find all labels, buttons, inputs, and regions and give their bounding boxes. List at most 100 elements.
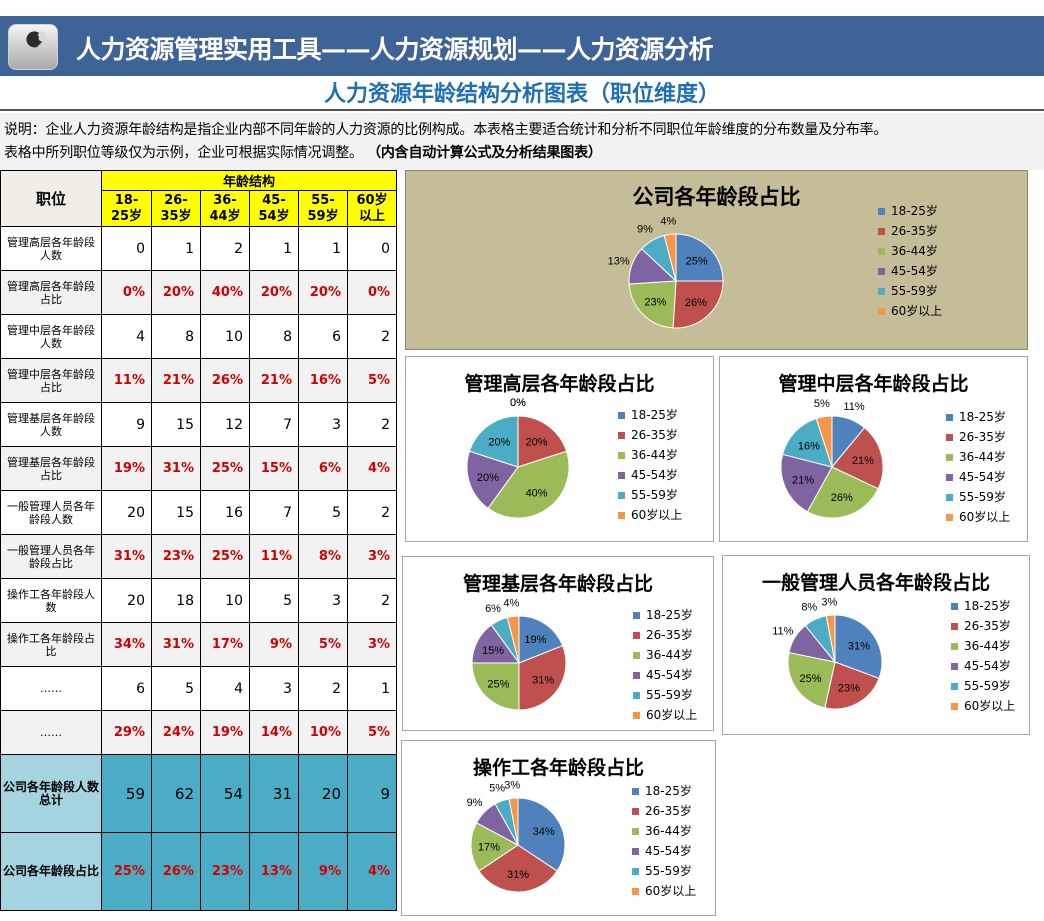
- row-label: 管理基层各年龄段人数: [0, 402, 102, 447]
- legend-item: 45-54岁: [633, 665, 697, 685]
- percent-cell: 26%: [151, 832, 201, 911]
- legend-item: 45-54岁: [632, 841, 696, 861]
- percent-cell: 5%: [346, 358, 398, 403]
- count-cell: 59: [101, 754, 152, 833]
- table-row: 操作工各年龄段人数 20 18 10 5 3 2: [0, 578, 398, 623]
- percent-cell: 31%: [151, 446, 201, 491]
- legend-swatch: [633, 611, 640, 619]
- legend-swatch: [632, 887, 639, 895]
- middle-mgmt-pie-panel: 管理中层各年龄段占比 11% 21% 26% 21% 16% 5% 18-25岁 26-35岁 3…: [719, 356, 1028, 542]
- legend-label: 26-35岁: [631, 428, 678, 442]
- legend-label: 45-54岁: [964, 659, 1011, 673]
- slice-label: 20%: [526, 436, 548, 448]
- count-cell: 20: [298, 754, 348, 833]
- percent-cell: 6%: [298, 446, 348, 491]
- legend-item: 18-25岁: [946, 407, 1010, 427]
- pie-chart: 34% 31% 17% 9% 5% 3%: [467, 779, 566, 893]
- count-cell: 10: [200, 578, 250, 623]
- table-row: 公司各年龄段人数总计 59 62 54 31 20 9: [0, 754, 398, 833]
- row-label: 管理高层各年龄段占比: [0, 270, 102, 315]
- table-row: 管理高层各年龄段占比 0% 20% 40% 20% 20% 0%: [0, 270, 398, 315]
- slice-label: 34%: [533, 826, 555, 838]
- pie-slice: [781, 417, 833, 468]
- legend-swatch: [951, 682, 958, 690]
- pie-slice: [518, 645, 567, 711]
- slice-label: 13%: [608, 255, 630, 267]
- percent-cell: 11%: [249, 534, 299, 579]
- slice-label: 40%: [526, 488, 548, 500]
- legend-label: 18-25岁: [631, 408, 678, 422]
- count-cell: 4: [101, 314, 152, 359]
- percent-cell: 29%: [101, 710, 152, 755]
- percent-cell: 31%: [101, 534, 152, 579]
- count-cell: 2: [346, 578, 398, 623]
- slice-label: 23%: [838, 683, 860, 695]
- row-label: 管理中层各年龄段占比: [0, 358, 102, 403]
- percent-cell: 14%: [249, 710, 299, 755]
- slice-label: 31%: [848, 640, 870, 652]
- legend-item: 55-59岁: [951, 676, 1015, 696]
- legend-label: 18-25岁: [959, 410, 1006, 424]
- chart-title: 管理中层各年龄段占比: [778, 373, 969, 395]
- pie-slice: [466, 450, 519, 509]
- count-cell: 7: [249, 402, 299, 447]
- legend-item: 45-54岁: [946, 467, 1010, 487]
- table-row: 管理基层各年龄段人数 9 15 12 7 3 2: [0, 402, 398, 447]
- percent-cell: 34%: [101, 622, 152, 667]
- legend-swatch: [878, 247, 885, 255]
- slice-label: 4%: [503, 597, 519, 609]
- age-structure-table: 职位 年龄结构 18- 25岁 26- 35岁 36- 44岁 45- 54岁 55- 59…: [0, 170, 398, 911]
- percent-cell: 11%: [101, 358, 152, 403]
- pie-slice: [834, 614, 883, 680]
- legend-item: 60岁以上: [618, 505, 682, 525]
- legend-item: 36-44岁: [946, 447, 1010, 467]
- row-label: 管理中层各年龄段人数: [0, 314, 102, 359]
- slice-label: 17%: [478, 841, 500, 853]
- pie-slice: [468, 415, 519, 468]
- count-cell: 0: [346, 226, 398, 271]
- age-band-header: 60岁 以上: [346, 190, 398, 227]
- legend-label: 55-59岁: [645, 864, 692, 878]
- legend-item: 60岁以上: [633, 705, 697, 725]
- slice-label: 11%: [843, 401, 864, 413]
- legend-item: 55-59岁: [632, 861, 696, 881]
- pie-slice: [825, 614, 836, 663]
- legend-label: 60岁以上: [645, 884, 697, 898]
- wrench-icon: [8, 24, 58, 70]
- count-cell: 9: [346, 754, 398, 833]
- chart-legend: 18-25岁 26-35岁 36-44岁 45-54岁 55-59岁 60岁以上: [878, 201, 942, 321]
- slice-label: 4%: [660, 215, 676, 227]
- percent-cell: 20%: [249, 270, 299, 315]
- pie-slice: [487, 450, 570, 519]
- percent-cell: 8%: [298, 534, 348, 579]
- count-cell: 54: [200, 754, 250, 833]
- slice-label: 31%: [507, 869, 529, 881]
- legend-swatch: [632, 787, 639, 795]
- percent-cell: 3%: [346, 622, 398, 667]
- legend-item: 18-25岁: [878, 201, 942, 221]
- percent-cell: 20%: [298, 270, 348, 315]
- legend-swatch: [632, 867, 639, 875]
- legend-item: 36-44岁: [618, 445, 682, 465]
- percent-cell: 25%: [200, 446, 250, 491]
- table-row: 管理中层各年龄段人数 4 8 10 8 6 2: [0, 314, 398, 359]
- table-row: 一般管理人员各年龄段占比 31% 23% 25% 11% 8% 3%: [0, 534, 398, 579]
- legend-item: 55-59岁: [633, 685, 697, 705]
- position-header: 职位: [0, 170, 102, 227]
- legend-swatch: [946, 413, 953, 421]
- count-cell: 12: [200, 402, 250, 447]
- legend-label: 36-44岁: [631, 448, 678, 462]
- legend-item: 36-44岁: [878, 241, 942, 261]
- legend-label: 36-44岁: [646, 648, 693, 662]
- count-cell: 16: [200, 490, 250, 535]
- pie-chart: 25% 26% 23% 13% 9% 4%: [608, 215, 724, 329]
- chart-title: 管理高层各年龄段占比: [464, 373, 655, 395]
- slice-label: 26%: [685, 297, 707, 309]
- count-cell: 1: [346, 666, 398, 711]
- legend-label: 36-44岁: [959, 450, 1006, 464]
- pie-slice: [672, 280, 724, 329]
- legend-label: 55-59岁: [959, 490, 1006, 504]
- legend-item: 55-59岁: [878, 281, 942, 301]
- count-cell: 5: [249, 578, 299, 623]
- count-cell: 18: [151, 578, 201, 623]
